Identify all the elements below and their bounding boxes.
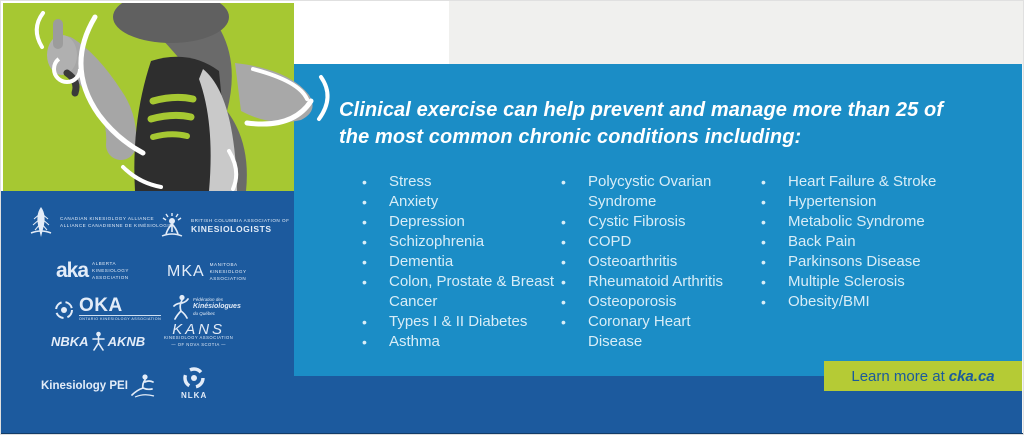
logo-nbka: NBKA AKNB — [51, 331, 145, 351]
mka-line3: ASSOCIATION — [209, 276, 247, 281]
list-item: Anxiety — [362, 192, 558, 212]
logo-fkq: Fédération des Kinésiologues du Québec — [173, 294, 241, 320]
list-item: Rheumatoid Arthritis — [561, 272, 739, 292]
mka-line2: KINESIOLOGY — [209, 269, 247, 274]
list-item: Heart Failure & Stroke — [761, 172, 939, 192]
list-item: Metabolic Syndrome — [761, 212, 939, 232]
cka-feather-icon — [30, 207, 52, 237]
kpei-mark: Kinesiology PEI — [41, 380, 128, 392]
list-item: COPD — [561, 232, 739, 252]
logo-kinesiology-pei: Kinesiology PEI — [41, 373, 156, 399]
bcak-name-main: KINESIOLOGISTS — [191, 223, 272, 234]
kans-line2: — OF NOVA SCOTIA — — [171, 342, 226, 347]
bottom-border — [1, 433, 1023, 434]
athlete-photo — [3, 3, 330, 191]
list-item: Parkinsons Disease — [761, 252, 939, 272]
list-item: Asthma — [362, 332, 558, 352]
list-item: Hypertension — [761, 192, 939, 212]
nlka-globe-icon — [183, 367, 205, 389]
mka-line1: MANITOBA — [209, 262, 238, 267]
oka-mark: OKA — [79, 296, 162, 316]
learn-more-label: Learn more at — [851, 367, 945, 385]
bcak-name-top: BRITISH COLUMBIA ASSOCIATION OF — [191, 217, 290, 223]
list-item: Schizophrenia — [362, 232, 558, 252]
nbka-mark: NBKA — [51, 333, 89, 349]
logo-oka: OKA ONTARIO KINESIOLOGY ASSOCIATION — [53, 296, 162, 323]
list-item: Stress — [362, 172, 558, 192]
oka-swirl-icon — [55, 300, 73, 319]
bcak-sunburst-icon — [161, 213, 183, 237]
top-white-strip — [294, 1, 449, 64]
mka-mark: MKA — [167, 263, 205, 280]
list-item: Cystic Fibrosis — [561, 212, 739, 232]
fkq-line2: Kinésiologues — [193, 303, 241, 310]
logo-panel: CANADIAN KINESIOLOGY ALLIANCE ALLIANCE C… — [1, 191, 294, 434]
kans-mark: KANS — [172, 321, 226, 338]
logo-cka: CANADIAN KINESIOLOGY ALLIANCE ALLIANCE C… — [29, 205, 173, 239]
learn-more-button[interactable]: Learn more at cka.ca — [824, 361, 1022, 391]
list-item: Obesity/BMI — [761, 292, 939, 312]
right-border — [1022, 64, 1023, 434]
aka-line2: KINESIOLOGY — [92, 268, 129, 273]
list-item: Colon, Prostate & Breast Cancer — [362, 272, 558, 312]
nlka-mark: NLKA — [181, 391, 208, 400]
logo-nlka: NLKA — [181, 366, 207, 400]
logo-kans: KANS KINESIOLOGY ASSOCIATION — OF NOVA S… — [164, 321, 234, 348]
logo-bcak: BRITISH COLUMBIA ASSOCIATION OF KINESIOL… — [159, 212, 289, 238]
conditions-column-1: Stress Anxiety Depression Schizophrenia … — [362, 172, 558, 352]
aka-line3: ASSOCIATION — [92, 275, 129, 280]
aka-mark: aka — [56, 259, 89, 282]
logo-mka: MKA MANITOBA KINESIOLOGY ASSOCIATION — [167, 261, 247, 282]
list-item: Osteoarthritis — [561, 252, 739, 272]
page-title: Clinical exercise can help prevent and m… — [339, 97, 1023, 151]
list-item: Depression — [362, 212, 558, 232]
list-item: Multiple Sclerosis — [761, 272, 939, 292]
cka-site-link[interactable]: cka.ca — [948, 367, 995, 385]
list-item: Coronary Heart Disease — [561, 312, 739, 352]
list-item: Types I & II Diabetes — [362, 312, 558, 332]
fkq-line1: Fédération des — [193, 297, 224, 302]
cka-name-en: CANADIAN KINESIOLOGY ALLIANCE — [60, 216, 155, 221]
cka-name-fr: ALLIANCE CANADIENNE DE KINÉSIOLOGIE — [60, 223, 173, 228]
fkq-line3: du Québec — [193, 311, 216, 316]
page-title-line1: Clinical exercise can help prevent and m… — [339, 99, 944, 121]
list-item: Polycystic Ovarian Syndrome — [561, 172, 739, 212]
kpei-runner-icon — [131, 374, 155, 398]
page-title-line2: the most common chronic conditions inclu… — [339, 126, 802, 148]
list-item: Back Pain — [761, 232, 939, 252]
aka-line1: ALBERTA — [92, 261, 117, 266]
list-item: Osteoporosis — [561, 292, 739, 312]
conditions-column-2: Polycystic Ovarian Syndrome Cystic Fibro… — [561, 172, 739, 352]
fkq-leaping-person-icon — [173, 294, 189, 320]
list-item: Dementia — [362, 252, 558, 272]
aknb-mark: AKNB — [107, 333, 146, 349]
logo-aka: aka ALBERTA KINESIOLOGY ASSOCIATION — [56, 260, 129, 281]
conditions-column-3: Heart Failure & Stroke Hypertension Meta… — [761, 172, 939, 312]
kans-line1: KINESIOLOGY ASSOCIATION — [164, 335, 234, 340]
top-gray-strip — [449, 1, 1023, 64]
nbka-star-person-icon — [91, 331, 105, 351]
oka-subtitle: ONTARIO KINESIOLOGY ASSOCIATION — [79, 317, 162, 321]
